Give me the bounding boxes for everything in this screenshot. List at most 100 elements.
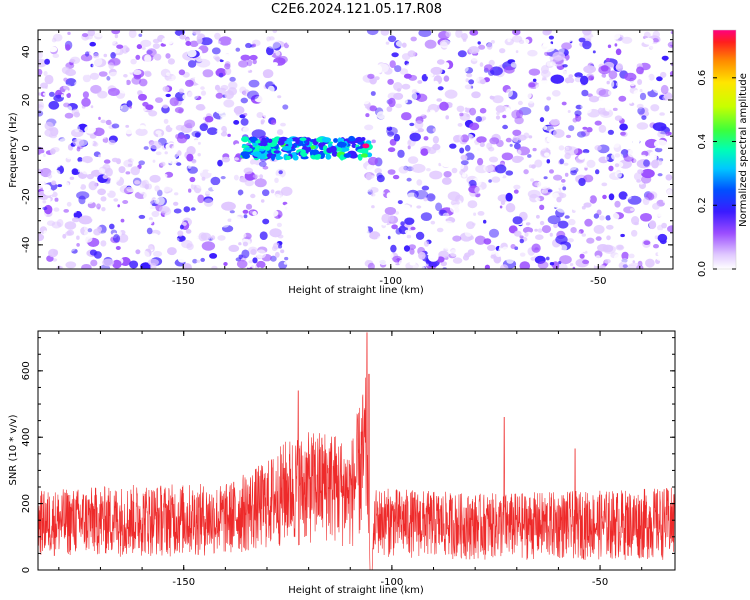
heatmap-cell <box>464 99 474 109</box>
heatmap-cell <box>519 70 528 77</box>
heatmap-cell <box>118 166 126 174</box>
heatmap-cell <box>81 210 86 215</box>
heatmap-cell <box>135 54 141 60</box>
heatmap-cell <box>552 129 565 138</box>
heatmap-cell <box>528 164 533 168</box>
heatmap-cell <box>41 222 47 228</box>
heatmap-cell <box>590 59 600 67</box>
heatmap-cell <box>111 123 120 129</box>
heatmap-cell <box>555 235 568 245</box>
heatmap-cell <box>326 261 338 269</box>
heatmap-cell <box>163 156 172 164</box>
heatmap-cell <box>350 71 363 80</box>
heatmap-cell <box>414 190 429 200</box>
heatmap-cell <box>606 235 611 241</box>
heatmap-cell <box>519 235 524 239</box>
heatmap-cell <box>551 90 561 97</box>
heatmap-cell <box>156 196 165 206</box>
heatmap-cell <box>483 211 493 219</box>
heatmap-cell <box>389 138 397 146</box>
heatmap-cell <box>306 57 316 64</box>
heatmap-cell <box>182 161 190 167</box>
heatmap-cell <box>458 163 465 170</box>
heatmap-cell <box>651 114 658 121</box>
heatmap-cell <box>171 144 179 154</box>
heatmap-cell <box>607 44 612 49</box>
heatmap-cell <box>583 174 594 183</box>
heatmap-cell <box>449 204 463 214</box>
heatmap-cell <box>301 215 311 223</box>
heatmap-cell <box>472 102 478 108</box>
heatmap-cell <box>38 141 43 148</box>
heatmap-cell <box>219 53 231 61</box>
heatmap-cell <box>45 86 48 89</box>
heatmap-cell <box>325 250 336 258</box>
heatmap-cell <box>575 85 582 93</box>
heatmap-cell <box>387 78 394 85</box>
heatmap-cell <box>410 92 418 101</box>
heatmap-cell <box>240 193 249 202</box>
heatmap-cell <box>101 67 108 72</box>
heatmap-cell <box>572 266 576 269</box>
heatmap-cell <box>597 178 601 182</box>
heatmap-cell <box>415 231 425 240</box>
heatmap-cell <box>350 202 361 211</box>
heatmap-cell <box>93 228 101 236</box>
heatmap-cell <box>312 110 323 120</box>
heatmap-cell <box>251 265 254 269</box>
heatmap-cell <box>104 47 108 52</box>
heatmap-cell <box>173 208 182 214</box>
heatmap-cell <box>185 41 192 46</box>
heatmap-cell <box>508 104 516 112</box>
heatmap-cell <box>303 103 313 110</box>
heatmap-cell <box>57 184 63 188</box>
heatmap-cell <box>404 229 410 234</box>
heatmap-cell <box>570 155 576 158</box>
heatmap-cell <box>474 235 486 245</box>
heatmap-cell <box>515 58 522 64</box>
heatmap-cell <box>550 149 554 154</box>
heatmap-cell <box>583 202 592 208</box>
heatmap-cell <box>206 155 215 164</box>
heatmap-cell <box>545 125 555 132</box>
heatmap-cell <box>605 215 611 221</box>
snr-series-line <box>38 332 675 570</box>
heatmap-cell <box>223 99 235 108</box>
heatmap-cell <box>639 88 643 93</box>
heatmap-cell <box>297 243 309 253</box>
heatmap-cell <box>98 71 108 77</box>
heatmap-cell <box>201 176 206 181</box>
heatmap-cell <box>548 35 555 40</box>
heatmap-cell <box>354 51 358 56</box>
heatmap-cell <box>72 208 77 214</box>
heatmap-cell <box>614 163 620 168</box>
heatmap-cell <box>93 160 100 166</box>
snr-y-tick-label: 600 <box>21 361 32 380</box>
heatmap-cell <box>488 59 495 66</box>
heatmap-cell <box>269 228 282 238</box>
heatmap-cell <box>63 84 72 91</box>
heatmap-cell <box>86 146 95 152</box>
heatmap-cell <box>143 70 151 76</box>
heatmap-cell <box>50 127 59 137</box>
heatmap-cell <box>209 253 218 259</box>
heatmap-cell <box>559 158 565 165</box>
heatmap-cell <box>557 184 564 189</box>
heatmap-cell <box>424 160 430 165</box>
heatmap-cell <box>274 206 279 211</box>
heatmap-cell <box>474 75 480 83</box>
heatmap-cell <box>514 230 522 237</box>
heatmap-cell <box>242 126 250 135</box>
heatmap-cell <box>61 198 69 207</box>
heatmap-cell <box>214 56 221 61</box>
heatmap-cell <box>614 171 623 178</box>
heatmap-cell <box>364 124 374 131</box>
heatmap-cell <box>559 263 568 269</box>
heatmap-cell <box>111 30 121 35</box>
heatmap-cell <box>126 100 133 108</box>
heatmap-cell <box>565 134 572 139</box>
heatmap-cell <box>65 242 77 252</box>
heatmap-cell <box>295 214 303 220</box>
heatmap-cell <box>283 261 288 265</box>
heatmap-cell <box>228 244 240 252</box>
